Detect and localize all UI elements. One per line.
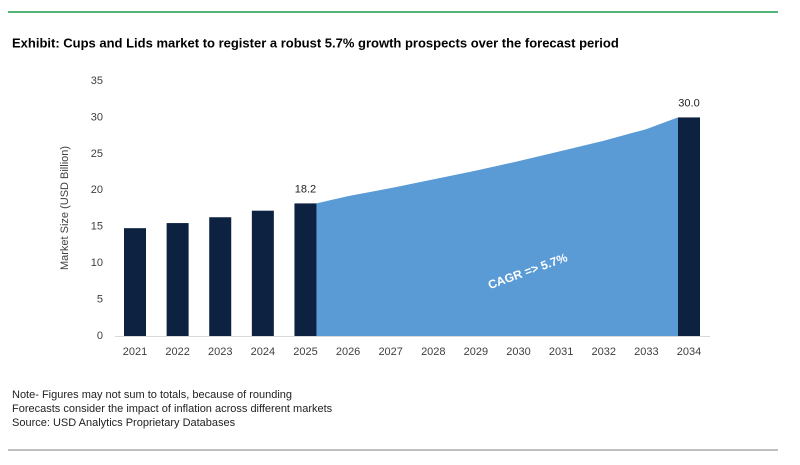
bar	[209, 217, 232, 336]
y-tick-label: 30	[91, 111, 103, 123]
value-label: 30.0	[678, 97, 699, 109]
x-tick-label: 2030	[506, 346, 530, 358]
bar	[678, 117, 700, 336]
area	[316, 117, 678, 336]
bar	[166, 223, 189, 336]
y-tick-label: 5	[97, 293, 103, 305]
note: Forecasts consider the impact of inflati…	[12, 403, 333, 415]
x-tick-label: 2034	[677, 346, 701, 358]
note: Note- Figures may not sum to totals, bec…	[12, 389, 292, 401]
y-tick-label: 10	[91, 257, 103, 269]
y-axis-label: Market Size (USD Billion)	[59, 146, 71, 270]
x-tick-label: 2033	[634, 346, 658, 358]
note: Source: USD Analytics Proprietary Databa…	[12, 417, 236, 429]
x-tick-label: 2027	[378, 346, 402, 358]
x-tick-label: 2026	[336, 346, 360, 358]
x-tick-label: 2024	[251, 346, 275, 358]
value-label: 18.2	[295, 183, 316, 195]
y-tick-label: 20	[91, 184, 103, 196]
y-tick-label: 0	[97, 330, 103, 342]
bar	[124, 228, 146, 336]
x-tick-label: 2021	[123, 346, 147, 358]
x-tick-label: 2028	[421, 346, 445, 358]
x-tick-label: 2029	[464, 346, 488, 358]
bar	[251, 210, 274, 336]
y-tick-label: 15	[91, 221, 103, 233]
y-tick-label: 25	[91, 148, 103, 160]
x-tick-label: 2025	[293, 346, 317, 358]
bar	[294, 203, 317, 336]
x-tick-label: 2031	[549, 346, 573, 358]
x-tick-label: 2032	[592, 346, 616, 358]
chart-title: Exhibit: Cups and Lids market to registe…	[12, 35, 619, 50]
x-tick-label: 2023	[208, 346, 232, 358]
y-tick-label: 35	[91, 75, 103, 87]
x-tick-label: 2022	[165, 346, 189, 358]
